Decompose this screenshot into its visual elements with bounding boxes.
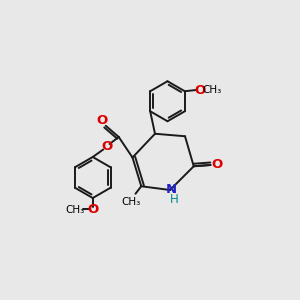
Text: CH₃: CH₃ bbox=[202, 85, 221, 95]
Text: O: O bbox=[97, 114, 108, 127]
Text: O: O bbox=[212, 158, 223, 171]
Text: O: O bbox=[195, 83, 206, 97]
Text: H: H bbox=[170, 193, 178, 206]
Text: CH₃: CH₃ bbox=[66, 205, 85, 215]
Text: N: N bbox=[166, 183, 177, 196]
Text: O: O bbox=[87, 203, 98, 216]
Text: CH₃: CH₃ bbox=[122, 197, 141, 207]
Text: O: O bbox=[101, 140, 112, 154]
